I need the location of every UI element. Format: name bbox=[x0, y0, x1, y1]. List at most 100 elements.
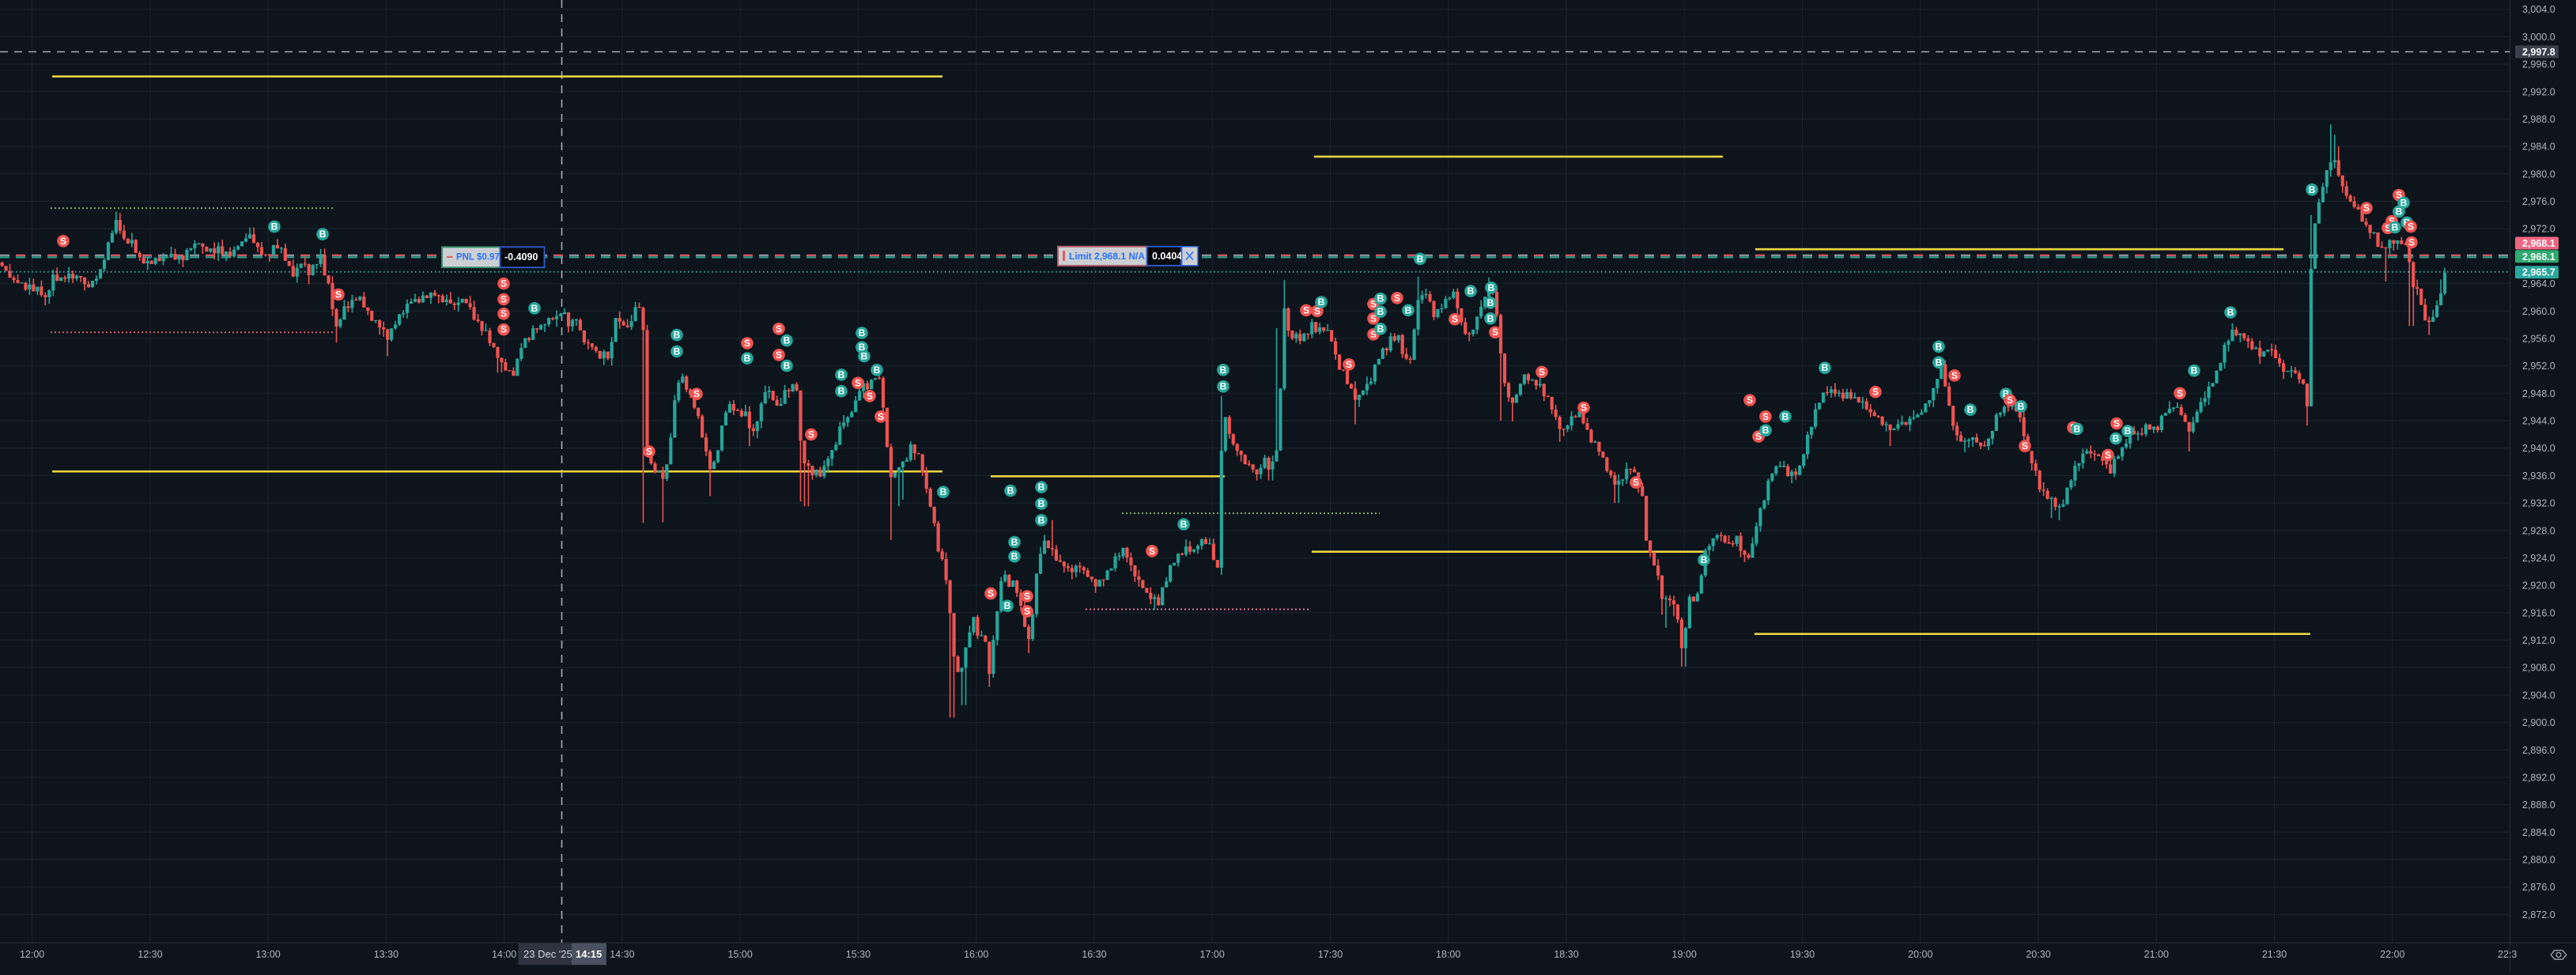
svg-text:18:30: 18:30 bbox=[1554, 949, 1578, 960]
svg-text:B: B bbox=[1377, 293, 1384, 304]
svg-text:B: B bbox=[2113, 433, 2120, 444]
svg-text:PNL $0.97: PNL $0.97 bbox=[456, 253, 500, 263]
svg-text:B: B bbox=[861, 351, 868, 362]
svg-text:20:00: 20:00 bbox=[1908, 949, 1932, 960]
svg-text:S: S bbox=[2385, 222, 2391, 233]
svg-text:S: S bbox=[2113, 418, 2120, 429]
svg-text:B: B bbox=[1011, 537, 1018, 548]
svg-text:B: B bbox=[838, 386, 845, 397]
svg-text:B: B bbox=[1487, 313, 1494, 324]
svg-text:S: S bbox=[855, 377, 861, 388]
svg-text:Limit 2,968.1 N/A: Limit 2,968.1 N/A bbox=[1069, 251, 1145, 262]
svg-text:2,992.0: 2,992.0 bbox=[2522, 86, 2555, 97]
svg-text:2,997.8: 2,997.8 bbox=[2522, 47, 2555, 58]
svg-text:B: B bbox=[2003, 388, 2010, 399]
svg-text:2,920.0: 2,920.0 bbox=[2522, 580, 2555, 591]
svg-text:S: S bbox=[878, 411, 884, 422]
svg-text:22:00: 22:00 bbox=[2380, 949, 2404, 960]
svg-text:13:00: 13:00 bbox=[255, 949, 280, 960]
svg-text:2,984.0: 2,984.0 bbox=[2522, 142, 2555, 153]
svg-text:S: S bbox=[500, 278, 507, 289]
svg-text:2,888.0: 2,888.0 bbox=[2522, 799, 2555, 811]
svg-text:S: S bbox=[1370, 299, 1377, 310]
svg-text:S: S bbox=[2022, 440, 2028, 452]
svg-text:2,996.0: 2,996.0 bbox=[2522, 59, 2555, 70]
svg-text:S: S bbox=[2389, 216, 2395, 227]
svg-text:B: B bbox=[940, 486, 947, 497]
svg-text:S: S bbox=[988, 588, 994, 599]
svg-text:12:00: 12:00 bbox=[20, 949, 44, 960]
svg-text:S: S bbox=[1747, 395, 1753, 406]
svg-text:B: B bbox=[2396, 206, 2403, 217]
svg-text:B: B bbox=[2227, 307, 2234, 318]
svg-text:B: B bbox=[674, 346, 681, 357]
svg-text:B: B bbox=[2018, 401, 2025, 412]
svg-text:B: B bbox=[319, 229, 327, 240]
svg-text:S: S bbox=[1024, 591, 1030, 602]
svg-text:S: S bbox=[2408, 221, 2414, 232]
svg-text:15:00: 15:00 bbox=[728, 949, 753, 960]
svg-text:B: B bbox=[1487, 297, 1494, 308]
svg-text:2,928.0: 2,928.0 bbox=[2522, 525, 2555, 536]
svg-text:19:30: 19:30 bbox=[1790, 949, 1815, 960]
svg-text:S: S bbox=[1951, 370, 1958, 381]
svg-text:3,000.0: 3,000.0 bbox=[2522, 32, 2555, 43]
svg-text:S: S bbox=[1149, 546, 1155, 557]
svg-text:S: S bbox=[1346, 359, 1352, 370]
svg-text:S: S bbox=[1452, 314, 1458, 325]
svg-text:2,936.0: 2,936.0 bbox=[2522, 470, 2555, 482]
svg-text:B: B bbox=[1038, 515, 1045, 526]
svg-text:S: S bbox=[2007, 395, 2013, 406]
svg-text:S: S bbox=[867, 391, 873, 402]
svg-text:S: S bbox=[646, 446, 652, 457]
svg-text:2,944.0: 2,944.0 bbox=[2522, 416, 2555, 427]
svg-text:21:30: 21:30 bbox=[2262, 949, 2287, 960]
svg-text:2,908.0: 2,908.0 bbox=[2522, 663, 2555, 674]
svg-text:S: S bbox=[1581, 402, 1587, 414]
svg-text:B: B bbox=[784, 335, 791, 346]
svg-text:B: B bbox=[2309, 184, 2316, 195]
svg-text:S: S bbox=[2396, 190, 2402, 201]
svg-text:2,892.0: 2,892.0 bbox=[2522, 773, 2555, 784]
svg-text:S: S bbox=[808, 429, 814, 440]
svg-text:B: B bbox=[2191, 365, 2198, 376]
svg-text:2,896.0: 2,896.0 bbox=[2522, 745, 2555, 756]
svg-text:B: B bbox=[784, 361, 791, 372]
svg-text:B: B bbox=[1782, 411, 1789, 422]
svg-text:20:30: 20:30 bbox=[2026, 949, 2050, 960]
svg-text:14:30: 14:30 bbox=[610, 949, 634, 960]
svg-text:S: S bbox=[2408, 237, 2415, 248]
svg-text:2,968.1: 2,968.1 bbox=[2522, 251, 2555, 263]
svg-text:S: S bbox=[1633, 477, 1639, 488]
svg-text:B: B bbox=[674, 330, 681, 341]
svg-text:2,884.0: 2,884.0 bbox=[2522, 827, 2555, 838]
svg-text:B: B bbox=[2400, 197, 2408, 208]
svg-text:3,004.0: 3,004.0 bbox=[2522, 4, 2555, 15]
svg-text:16:00: 16:00 bbox=[964, 949, 988, 960]
svg-text:S: S bbox=[1370, 329, 1377, 340]
svg-text:S: S bbox=[776, 323, 782, 334]
svg-text:2,940.0: 2,940.0 bbox=[2522, 443, 2555, 454]
svg-text:2,972.0: 2,972.0 bbox=[2522, 224, 2555, 235]
svg-text:B: B bbox=[859, 327, 866, 338]
svg-text:17:00: 17:00 bbox=[1200, 949, 1225, 960]
svg-text:B: B bbox=[1936, 357, 1943, 368]
svg-text:2,924.0: 2,924.0 bbox=[2522, 553, 2555, 564]
svg-text:B: B bbox=[1417, 253, 1424, 264]
svg-text:2,932.0: 2,932.0 bbox=[2522, 498, 2555, 509]
svg-text:S: S bbox=[1370, 313, 1377, 324]
svg-text:2,980.0: 2,980.0 bbox=[2522, 168, 2555, 180]
svg-text:S: S bbox=[1303, 304, 1309, 316]
svg-text:S: S bbox=[335, 289, 342, 300]
svg-text:S: S bbox=[60, 236, 66, 247]
svg-text:B: B bbox=[838, 369, 845, 380]
svg-text:B: B bbox=[1318, 297, 1325, 308]
svg-text:S: S bbox=[1314, 305, 1320, 316]
svg-text:15:30: 15:30 bbox=[846, 949, 871, 960]
svg-text:S: S bbox=[1539, 366, 1545, 377]
svg-text:18:00: 18:00 bbox=[1436, 949, 1460, 960]
svg-text:S: S bbox=[500, 308, 507, 319]
svg-text:17:30: 17:30 bbox=[1318, 949, 1343, 960]
svg-text:S: S bbox=[2363, 202, 2370, 214]
svg-text:19:00: 19:00 bbox=[1672, 949, 1697, 960]
